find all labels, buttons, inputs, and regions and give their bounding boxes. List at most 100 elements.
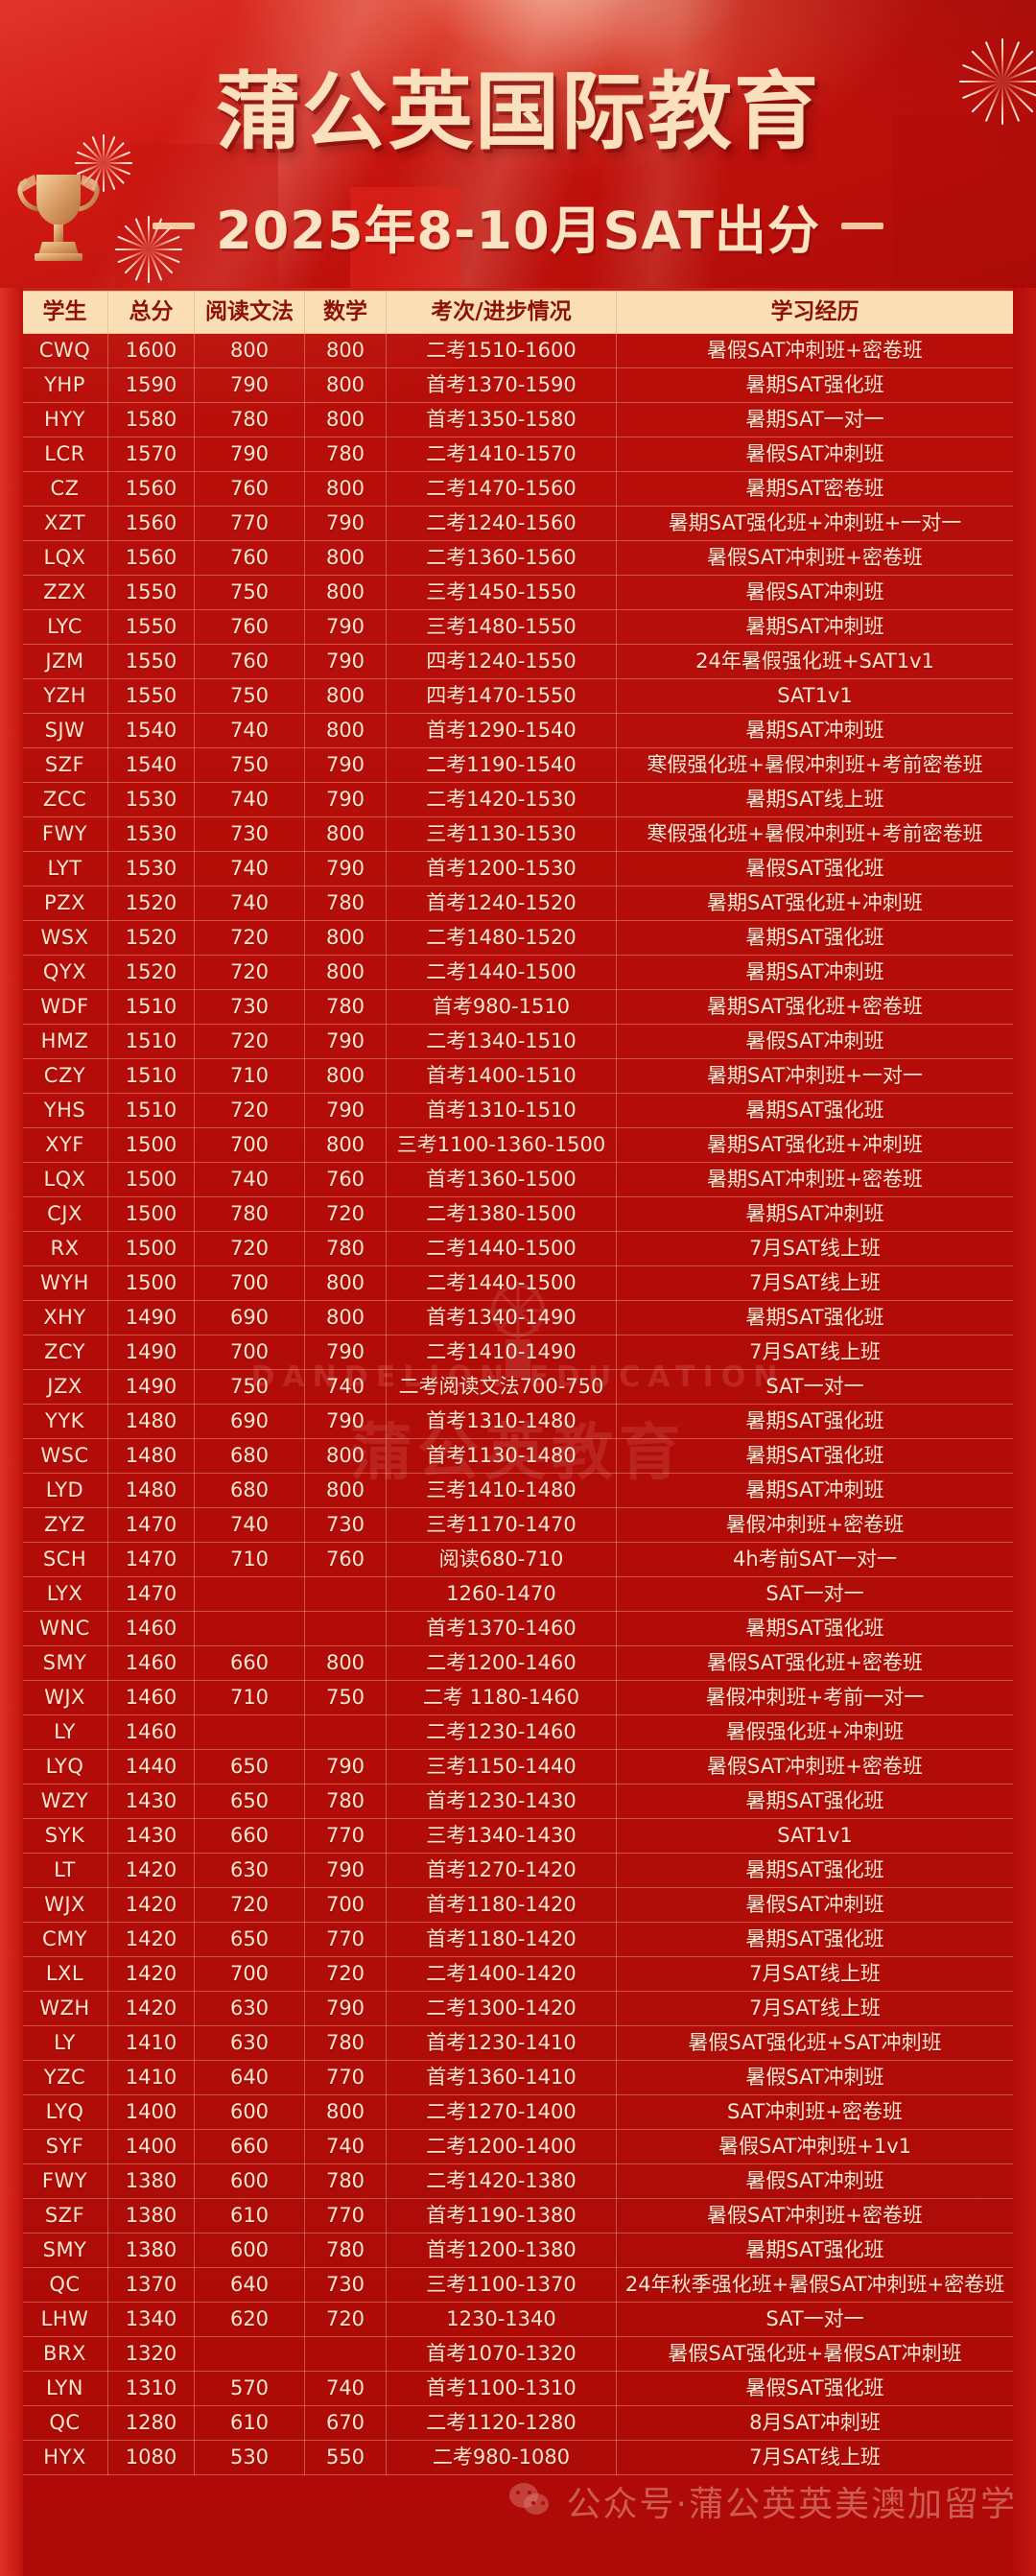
cell-total: 1530 — [107, 816, 195, 852]
cell-reading: 760 — [194, 609, 305, 645]
cell-student: FWY — [21, 2163, 108, 2199]
cell-student: SCH — [21, 1542, 108, 1577]
sat-score-table: 学生 总分 阅读文法 数学 考次/进步情况 学习经历 CWQ 1600 800 800… — [21, 291, 1014, 2475]
cell-math: 800 — [304, 1265, 387, 1301]
cell-student: LXL — [21, 1956, 108, 1992]
table-row: WYH 1500 700 800 二考1440-1500 7月SAT线上班 — [21, 1265, 1014, 1301]
table-row: HYY 1580 780 800 首考1350-1580 暑期SAT一对一 — [21, 402, 1014, 437]
cell-total: 1320 — [107, 2336, 195, 2372]
cell-math: 790 — [304, 1404, 387, 1439]
column-header-student: 学生 — [21, 291, 108, 334]
table-row: HYX 1080 530 550 二考980-1080 7月SAT线上班 — [21, 2440, 1014, 2475]
cell-student: HYY — [21, 402, 108, 437]
cell-student: RX — [21, 1231, 108, 1266]
subtitle-row: 2025年8-10月SAT出分 — [0, 188, 1036, 264]
cell-student: XZT — [21, 506, 108, 541]
cell-reading: 600 — [194, 2163, 305, 2199]
cell-reading: 740 — [194, 782, 305, 817]
cell-attempts: 二考1400-1420 — [386, 1956, 617, 1992]
cell-math: 740 — [304, 2371, 387, 2406]
column-header-history: 学习经历 — [616, 291, 1014, 334]
table-row: HMZ 1510 720 790 二考1340-1510 暑假SAT冲刺班 — [21, 1024, 1014, 1059]
cell-history: 暑期SAT冲刺班 — [616, 1196, 1014, 1232]
brand-logo-watermark — [456, 1276, 580, 1382]
cell-student: SMY — [21, 2233, 108, 2268]
cell-total: 1510 — [107, 1024, 195, 1059]
cell-history: 4h考前SAT一对一 — [616, 1542, 1014, 1577]
cell-reading: 680 — [194, 1438, 305, 1474]
cell-attempts: 首考1370-1460 — [386, 1611, 617, 1646]
cell-math: 790 — [304, 644, 387, 679]
cell-reading: 720 — [194, 1024, 305, 1059]
cell-total: 1510 — [107, 1058, 195, 1094]
cell-attempts: 首考1370-1590 — [386, 367, 617, 403]
cell-history: SAT冲刺班+密卷班 — [616, 2094, 1014, 2130]
cell-reading: 740 — [194, 1507, 305, 1543]
cell-attempts: 二考1200-1400 — [386, 2129, 617, 2164]
table-row: YZC 1410 640 770 首考1360-1410 暑假SAT冲刺班 — [21, 2060, 1014, 2095]
cell-student: PZX — [21, 886, 108, 921]
cell-student: WJX — [21, 1680, 108, 1715]
cell-student: LQX — [21, 540, 108, 576]
cell-attempts: 二考1440-1500 — [386, 1231, 617, 1266]
cell-total: 1420 — [107, 1991, 195, 2026]
table-row: JZX 1490 750 740 二考阅读文法700-750 SAT一对一 — [21, 1369, 1014, 1405]
cell-reading: 650 — [194, 1749, 305, 1784]
cell-reading: 790 — [194, 437, 305, 472]
cell-history: 7月SAT线上班 — [616, 2440, 1014, 2475]
table-row: QC 1280 610 670 二考1120-1280 8月SAT冲刺班 — [21, 2405, 1014, 2441]
cell-history: 暑假SAT冲刺班 — [616, 2060, 1014, 2095]
cell-total: 1470 — [107, 1542, 195, 1577]
cell-history: 暑假SAT强化班 — [616, 2371, 1014, 2406]
cell-history: 暑期SAT强化班+密卷班 — [616, 989, 1014, 1025]
cell-history: SAT一对一 — [616, 1576, 1014, 1612]
cell-total: 1420 — [107, 1887, 195, 1923]
cell-math: 790 — [304, 747, 387, 783]
table-row: CJX 1500 780 720 二考1380-1500 暑期SAT冲刺班 — [21, 1196, 1014, 1232]
cell-student: HYX — [21, 2440, 108, 2475]
cell-reading: 750 — [194, 575, 305, 610]
cell-total: 1420 — [107, 1956, 195, 1992]
cell-history: 寒假强化班+暑假冲刺班+考前密卷班 — [616, 816, 1014, 852]
cell-history: 暑假SAT冲刺班+密卷班 — [616, 333, 1014, 368]
cell-attempts: 二考1300-1420 — [386, 1991, 617, 2026]
cell-student: LY — [21, 1714, 108, 1750]
cell-attempts: 首考1310-1480 — [386, 1404, 617, 1439]
cell-total: 1540 — [107, 747, 195, 783]
cell-history: 暑期SAT强化班+冲刺班 — [616, 886, 1014, 921]
cell-reading: 730 — [194, 989, 305, 1025]
column-header-reading: 阅读文法 — [194, 291, 305, 334]
page-subtitle: 2025年8-10月SAT出分 — [216, 201, 820, 261]
cell-reading: 780 — [194, 1196, 305, 1232]
cell-student: QC — [21, 2267, 108, 2303]
cell-student: HMZ — [21, 1024, 108, 1059]
cell-attempts: 二考1230-1460 — [386, 1714, 617, 1750]
cell-total: 1340 — [107, 2302, 195, 2337]
cell-math: 800 — [304, 1127, 387, 1163]
cell-attempts: 首考1190-1380 — [386, 2198, 617, 2233]
cell-attempts: 三考1340-1430 — [386, 1818, 617, 1854]
cell-attempts: 三考1410-1480 — [386, 1473, 617, 1508]
cell-student: SZF — [21, 747, 108, 783]
table-row: YZH 1550 750 800 四考1470-1550 SAT1v1 — [21, 678, 1014, 714]
cell-total: 1410 — [107, 2060, 195, 2095]
column-header-total: 总分 — [107, 291, 195, 334]
cell-student: LHW — [21, 2302, 108, 2337]
cell-math — [304, 1576, 387, 1612]
cell-attempts: 首考1200-1530 — [386, 851, 617, 886]
cell-history: 暑期SAT冲刺班 — [616, 713, 1014, 748]
cell-reading: 630 — [194, 1991, 305, 2026]
cell-reading: 760 — [194, 540, 305, 576]
cell-attempts: 二考1120-1280 — [386, 2405, 617, 2441]
table-row: WJX 1420 720 700 首考1180-1420 暑假SAT冲刺班 — [21, 1887, 1014, 1923]
cell-student: LYX — [21, 1576, 108, 1612]
cell-total: 1410 — [107, 2025, 195, 2061]
cell-total: 1380 — [107, 2198, 195, 2233]
cell-attempts: 三考1480-1550 — [386, 609, 617, 645]
cell-reading: 710 — [194, 1680, 305, 1715]
table-row: QYX 1520 720 800 二考1440-1500 暑期SAT冲刺班 — [21, 955, 1014, 990]
cell-total: 1470 — [107, 1507, 195, 1543]
cell-math: 800 — [304, 367, 387, 403]
table-row: LQX 1560 760 800 二考1360-1560 暑假SAT冲刺班+密卷班 — [21, 540, 1014, 576]
cell-student: XHY — [21, 1300, 108, 1335]
